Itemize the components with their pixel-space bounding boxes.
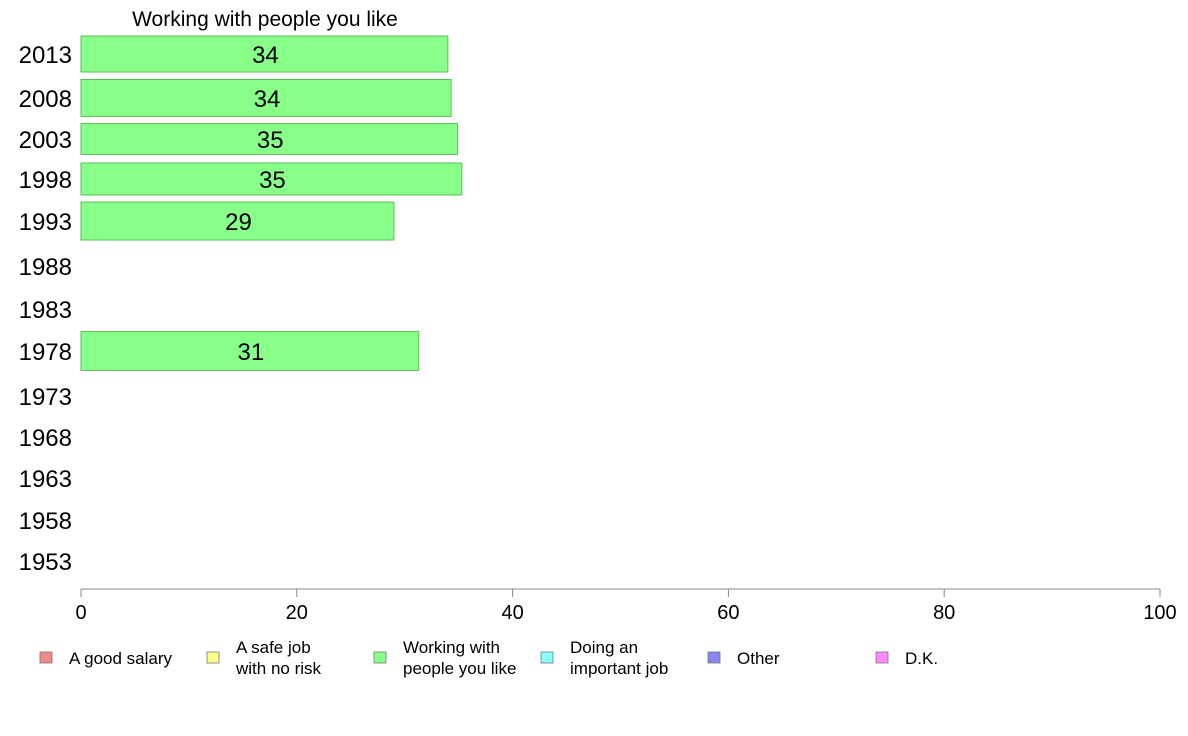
category-label: 1998 xyxy=(19,167,72,194)
category-label: 1993 xyxy=(19,209,72,236)
legend-swatch xyxy=(707,651,721,664)
bar xyxy=(80,79,452,117)
category-label: 2003 xyxy=(19,127,72,154)
category-label: 2013 xyxy=(19,42,72,69)
bar xyxy=(80,331,420,371)
legend-swatch xyxy=(373,651,387,664)
legend: A good salary A safe job with no risk Worki… xyxy=(39,638,938,678)
legend-label: important job xyxy=(570,659,668,678)
legend-label: Other xyxy=(737,649,780,668)
x-tick-label: 40 xyxy=(501,602,523,624)
x-axis: 0 20 40 60 80 100 xyxy=(75,588,1177,624)
legend-label: with no risk xyxy=(235,659,322,678)
legend-swatch xyxy=(875,651,889,664)
category-label: 1973 xyxy=(19,384,72,411)
legend-swatch xyxy=(39,651,53,664)
bar-value-label: 31 xyxy=(238,339,265,366)
legend-swatch xyxy=(540,651,554,664)
x-tick-label: 100 xyxy=(1143,602,1176,624)
bar-value-label: 34 xyxy=(254,86,281,113)
category-label: 1963 xyxy=(19,466,72,493)
legend-label: D.K. xyxy=(905,649,938,668)
legend-label: Doing an xyxy=(570,638,638,657)
category-label: 1968 xyxy=(19,425,72,452)
legend-swatch xyxy=(206,651,220,664)
category-label: 1988 xyxy=(19,254,72,281)
chart-title: Working with people you like xyxy=(132,8,398,31)
legend-label: people you like xyxy=(403,659,516,678)
x-tick-label: 0 xyxy=(75,602,86,624)
legend-label: A safe job xyxy=(236,638,311,657)
category-labels: 2013 2008 2003 1998 1993 1988 1983 1978 1973 1968… xyxy=(19,42,72,576)
bar xyxy=(80,123,459,155)
category-label: 2008 xyxy=(19,86,72,113)
bar xyxy=(80,162,463,196)
category-label: 1958 xyxy=(19,508,72,535)
legend-label: Working with xyxy=(403,638,500,657)
category-label: 1953 xyxy=(19,549,72,576)
x-tick-label: 20 xyxy=(286,602,308,624)
x-tick-label: 80 xyxy=(933,602,955,624)
legend-label: A good salary xyxy=(69,649,173,668)
bar-value-label: 35 xyxy=(259,167,286,194)
category-label: 1983 xyxy=(19,297,72,324)
bar xyxy=(80,35,449,73)
bar-value-label: 29 xyxy=(225,209,252,236)
bars-layer: 34 34 35 35 29 31 xyxy=(80,35,463,371)
bar-value-label: 34 xyxy=(252,42,279,69)
x-tick-label: 60 xyxy=(717,602,739,624)
category-label: 1978 xyxy=(19,339,72,366)
bar xyxy=(80,201,395,241)
bar-value-label: 35 xyxy=(257,127,284,154)
